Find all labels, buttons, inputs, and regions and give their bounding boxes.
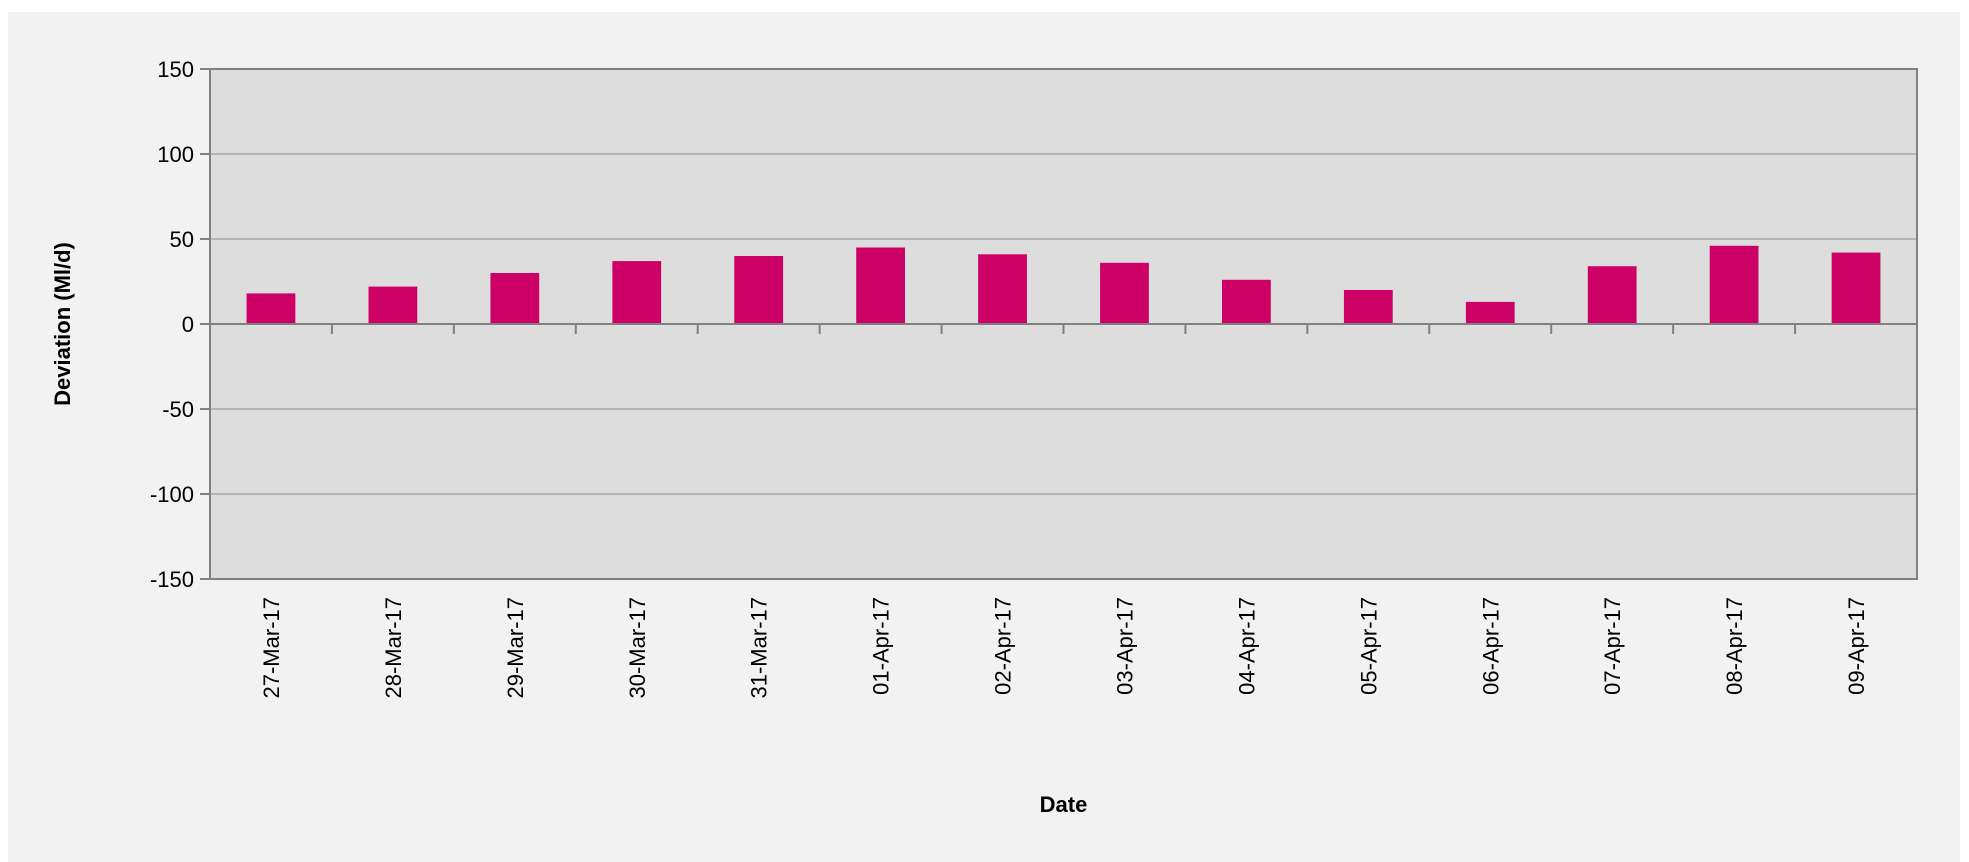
x-tick-label: 02-Apr-17 (991, 597, 1016, 695)
bar-28-Mar-17 (368, 286, 418, 324)
x-tick-label: 06-Apr-17 (1478, 597, 1503, 695)
x-tick-label: 03-Apr-17 (1112, 597, 1137, 695)
bars (246, 245, 1881, 324)
y-tick-label: -100 (150, 482, 194, 507)
bar-30-Mar-17 (612, 261, 662, 324)
y-tick-label: 50 (170, 227, 194, 252)
x-tick-label: 30-Mar-17 (625, 597, 650, 698)
y-tick-label: 150 (157, 57, 194, 82)
bar-27-Mar-17 (246, 293, 296, 324)
bar-05-Apr-17 (1343, 290, 1393, 324)
bar-29-Mar-17 (490, 273, 540, 324)
x-tick-label: 27-Mar-17 (259, 597, 284, 698)
x-tick-label: 07-Apr-17 (1600, 597, 1625, 695)
bar-09-Apr-17 (1831, 252, 1881, 324)
y-tick-label: -150 (150, 567, 194, 592)
bar-06-Apr-17 (1465, 301, 1515, 324)
bar-04-Apr-17 (1222, 279, 1271, 324)
y-tick-label: 0 (182, 312, 194, 337)
bar-03-Apr-17 (1100, 262, 1149, 324)
y-tick-label: -50 (162, 397, 194, 422)
x-tick-label: 08-Apr-17 (1722, 597, 1747, 695)
axes (200, 68, 1918, 580)
bar-02-Apr-17 (978, 254, 1027, 324)
x-tick-labels: 27-Mar-17 28-Mar-17 29-Mar-17 30-Mar-17 31-M… (259, 597, 1869, 698)
x-axis-title: Date (1040, 792, 1088, 817)
bar-08-Apr-17 (1709, 245, 1759, 324)
x-tick-label: 01-Apr-17 (869, 597, 894, 695)
chart-frame: 150 100 50 0 -50 -100 -150 27-Mar-17 28-Mar-17 2… (8, 12, 1960, 862)
x-tick-label: 31-Mar-17 (747, 597, 772, 698)
x-tick-label: 29-Mar-17 (503, 597, 528, 698)
y-axis-title: Deviation (Ml/d) (50, 242, 75, 406)
bar-01-Apr-17 (856, 247, 905, 324)
x-tick-label: 05-Apr-17 (1356, 597, 1381, 695)
bar-31-Mar-17 (734, 256, 784, 324)
x-tick-label: 04-Apr-17 (1234, 597, 1259, 695)
x-tick-label: 09-Apr-17 (1844, 597, 1869, 695)
y-tick-label: 100 (157, 142, 194, 167)
bar-07-Apr-17 (1587, 266, 1637, 324)
x-tick-label: 28-Mar-17 (381, 597, 406, 698)
y-tick-labels: 150 100 50 0 -50 -100 -150 (150, 57, 194, 592)
